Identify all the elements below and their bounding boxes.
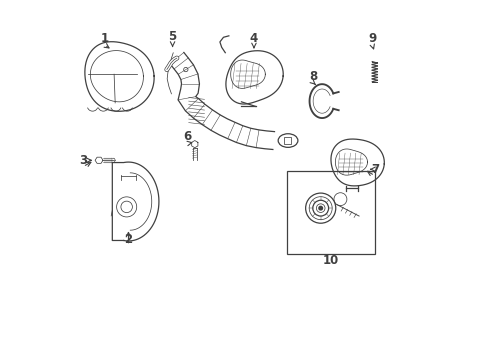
Circle shape [319, 206, 322, 210]
Text: 4: 4 [250, 32, 258, 45]
Bar [285, 137, 291, 144]
Text: 10: 10 [323, 254, 339, 267]
Text: 7: 7 [371, 163, 379, 176]
Text: 3: 3 [79, 154, 87, 167]
Text: 5: 5 [169, 30, 177, 43]
Bar [287, 171, 375, 253]
Polygon shape [192, 140, 198, 148]
Text: 2: 2 [124, 233, 132, 246]
Text: 6: 6 [183, 130, 192, 144]
Text: 8: 8 [309, 69, 317, 82]
Text: 1: 1 [100, 32, 108, 45]
Text: 9: 9 [368, 32, 376, 45]
